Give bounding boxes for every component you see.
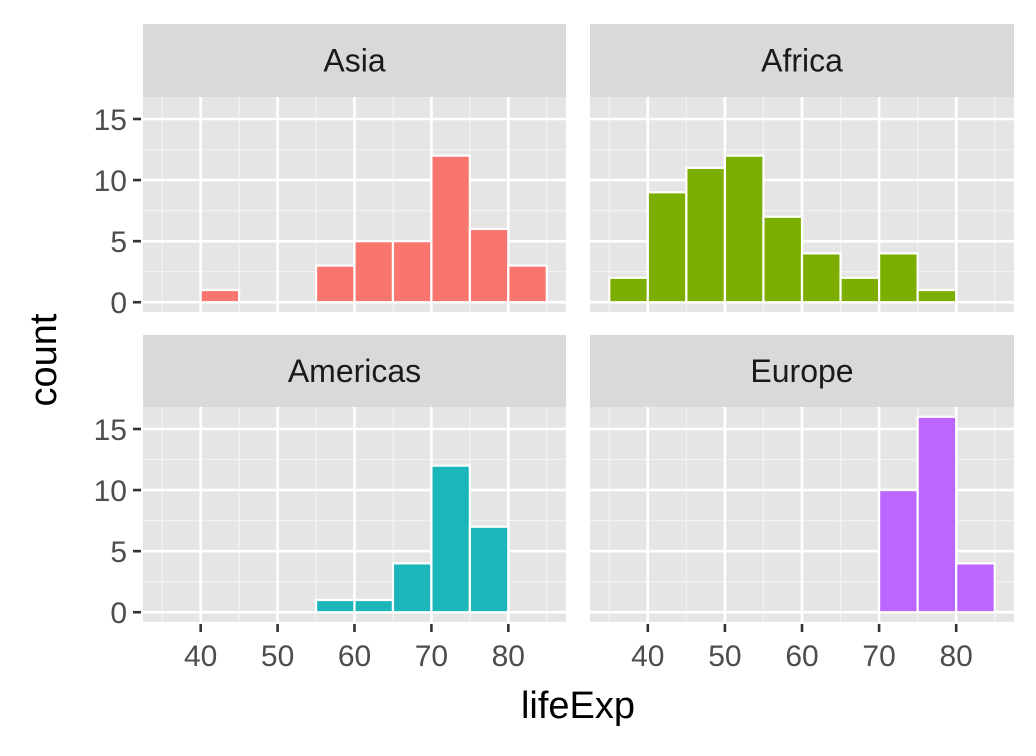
facet-asia: Asia	[143, 24, 566, 312]
bar-asia-55-60	[314, 264, 356, 304]
strip-americas	[143, 335, 566, 407]
bar-africa-75-80	[916, 288, 958, 304]
strip-label-americas: Americas	[288, 353, 421, 389]
x-tick-label: 60	[785, 640, 818, 673]
facet-panels: Asia Africa Americas Europe	[143, 24, 1014, 622]
bar-americas-55-60	[314, 598, 356, 614]
strip-asia	[143, 24, 566, 97]
y-axis-title: count	[23, 313, 65, 406]
y-tick-label: 15	[94, 414, 127, 447]
x-tick-label: 40	[631, 640, 664, 673]
y-tick-label: 0	[110, 597, 127, 630]
bar-africa-70-75	[877, 252, 919, 304]
bar-africa-50-55	[723, 154, 765, 304]
bar-americas-75-80	[468, 525, 510, 614]
bar-europe-75-80	[916, 415, 958, 614]
bar-asia-40-45	[199, 288, 241, 304]
x-tick-label: 70	[415, 640, 448, 673]
strip-africa	[590, 24, 1014, 97]
facet-europe: Europe	[590, 335, 1014, 622]
y-tick-label: 0	[110, 287, 127, 320]
y-axes: 0 5 10 15 0 5 10 15	[94, 104, 141, 630]
bar-asia-70-75	[430, 154, 471, 304]
facet-americas: Americas	[143, 335, 566, 622]
bar-africa-45-50	[685, 166, 727, 304]
y-tick-label: 10	[94, 475, 127, 508]
bar-asia-60-65	[353, 240, 395, 304]
x-tick-label: 50	[708, 640, 741, 673]
y-tick-label: 10	[94, 165, 127, 198]
bar-africa-55-60	[762, 215, 804, 304]
strip-label-europe: Europe	[750, 353, 853, 389]
bar-asia-75-80	[468, 227, 510, 304]
bar-americas-60-65	[353, 598, 395, 614]
strip-label-asia: Asia	[323, 43, 385, 79]
bar-africa-35-40	[608, 276, 649, 304]
bar-africa-40-45	[646, 191, 688, 304]
y-tick-label: 5	[110, 226, 127, 259]
x-tick-label: 60	[338, 640, 371, 673]
bar-europe-80-85	[955, 562, 996, 614]
strip-label-africa: Africa	[761, 43, 843, 79]
bar-americas-70-75	[430, 464, 471, 614]
x-tick-label: 70	[862, 640, 895, 673]
bar-asia-80-85	[507, 264, 548, 304]
x-tick-label: 40	[184, 640, 217, 673]
bar-africa-60-65	[800, 252, 842, 304]
y-tick-label: 15	[94, 104, 127, 137]
y-tick-label: 5	[110, 536, 127, 569]
bar-asia-65-70	[391, 240, 433, 304]
bar-europe-70-75	[877, 488, 919, 614]
x-tick-label: 50	[261, 640, 294, 673]
x-tick-label: 80	[492, 640, 525, 673]
facet-africa: Africa	[590, 24, 1014, 312]
x-axes: 40 50 60 70 80 40 50 60 70 80	[184, 624, 973, 673]
bar-americas-65-70	[391, 562, 433, 614]
x-axis-title: lifeExp	[521, 685, 635, 727]
strip-europe	[590, 335, 1014, 407]
x-tick-label: 80	[939, 640, 972, 673]
bar-africa-65-70	[839, 276, 881, 304]
